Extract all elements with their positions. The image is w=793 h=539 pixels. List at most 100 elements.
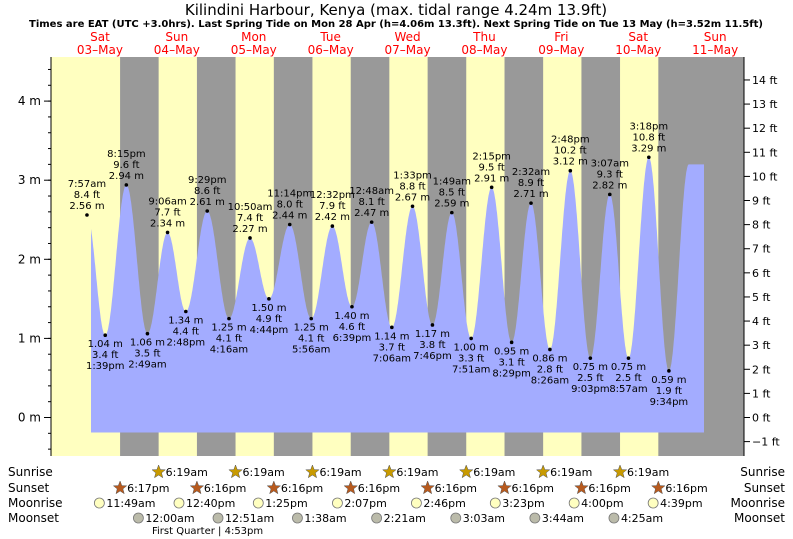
day-name-label: Thu — [472, 30, 496, 44]
right-tick-label: 13 ft — [752, 98, 778, 111]
day-name-label: Mon — [241, 30, 266, 44]
tide-time-label: 3:18pm — [630, 121, 669, 132]
day-date-label: 09–May — [538, 43, 584, 57]
tide-point — [450, 210, 454, 215]
tide-ft-label: 2.5 ft — [615, 373, 641, 384]
day-date-label: 10–May — [615, 43, 661, 57]
sunset-time: 6:17pm — [127, 482, 169, 495]
tide-time-label: 1:33pm — [393, 170, 432, 181]
sunset-time: 6:16pm — [358, 482, 400, 495]
sunset-icon — [497, 480, 512, 495]
tide-m-label: 0.95 m — [494, 346, 529, 357]
left-tick-label: 2 m — [18, 252, 41, 266]
sunset-time: 6:16pm — [281, 482, 323, 495]
moonrise-icon — [489, 497, 501, 509]
day-name-label: Wed — [394, 30, 420, 44]
sunset-time: 6:16pm — [512, 482, 554, 495]
tide-ft-label: 10.8 ft — [632, 132, 665, 143]
tide-m-label: 2.47 m — [354, 208, 389, 219]
moon-phase-label: First Quarter | 4:53pm — [152, 526, 263, 537]
sunset-icon — [420, 480, 435, 495]
tide-point — [85, 213, 89, 217]
tide-point — [287, 222, 292, 227]
moonset-icon — [292, 512, 303, 524]
moonset-icon — [450, 512, 462, 524]
sunset-time: 6:16pm — [665, 482, 707, 495]
moonrise-time: 1:25pm — [265, 497, 307, 510]
moonrise-time: 2:07pm — [344, 497, 386, 510]
tide-m-label: 2.44 m — [272, 210, 307, 221]
tide-point — [227, 316, 231, 321]
tide-ft-label: 10.2 ft — [554, 146, 587, 157]
tide-point — [124, 183, 129, 187]
moonset-icon — [212, 512, 224, 524]
right-tick-label: 0 ft — [752, 412, 771, 425]
tide-ft-label: 7.4 ft — [237, 213, 263, 224]
row-label-right: Moonset — [734, 511, 785, 525]
sunrise-icon — [305, 464, 320, 479]
tide-time-label: 2:32am — [512, 167, 550, 178]
tide-m-label: 2.59 m — [434, 199, 469, 210]
tide-time-label: 9:34pm — [650, 397, 689, 408]
tide-time-label: 7:51am — [452, 364, 490, 375]
tide-m-label: 1.25 m — [294, 323, 329, 334]
tide-ft-label: 8.8 ft — [399, 181, 425, 192]
tide-time-label: 10:50am — [228, 202, 273, 213]
sunset-icon — [266, 480, 282, 495]
sunset-icon — [651, 480, 666, 495]
sunrise-time: 6:19am — [396, 466, 438, 479]
tide-point — [369, 220, 374, 224]
moonset-icon — [529, 512, 541, 524]
tide-m-label: 2.56 m — [69, 201, 104, 212]
tide-point — [390, 325, 394, 330]
tide-m-label: 2.94 m — [109, 171, 144, 182]
tide-m-label: 2.27 m — [232, 224, 267, 235]
right-tick-label: 8 ft — [752, 219, 771, 232]
right-tick-label: 9 ft — [752, 195, 771, 208]
tide-ft-label: 8.9 ft — [518, 178, 544, 189]
moonset-icon — [132, 512, 144, 524]
tide-m-label: 0.75 m — [573, 362, 608, 373]
tide-ft-label: 4.1 ft — [298, 334, 324, 345]
tide-m-label: 1.00 m — [454, 342, 489, 353]
tide-time-label: 7:57am — [68, 179, 106, 190]
left-tick-label: 4 m — [18, 94, 41, 108]
tide-time-label: 2:49am — [128, 360, 166, 371]
sunrise-time: 6:19am — [627, 466, 669, 479]
sunrise-icon — [382, 464, 397, 479]
tide-ft-label: 2.8 ft — [537, 364, 563, 375]
sunset-time: 6:16pm — [204, 482, 246, 495]
day-date-label: 03–May — [77, 43, 123, 57]
chart-title: Kilindini Harbour, Kenya (max. tidal ran… — [185, 1, 607, 19]
day-name-label: Sun — [704, 30, 727, 44]
tide-point — [469, 336, 473, 341]
tide-time-label: 2:48pm — [551, 135, 590, 146]
tide-time-label: 12:48am — [349, 186, 394, 197]
moonset-time: 3:03am — [463, 512, 505, 525]
moonset-time: 1:38am — [304, 512, 346, 525]
moonrise-time: 4:00pm — [581, 497, 623, 510]
moonset-icon — [371, 512, 383, 524]
tide-point — [330, 224, 335, 228]
tide-ft-label: 8.0 ft — [277, 199, 303, 210]
right-tick-label: −1 ft — [752, 436, 780, 449]
tide-time-label: 3:07am — [591, 158, 629, 169]
tide-m-label: 2.61 m — [190, 197, 225, 208]
day-name-label: Sat — [628, 30, 648, 44]
day-labels: Sat03–MaySun04–MayMon05–MayTue06–MayWed0… — [77, 30, 738, 57]
sunrise-icon — [151, 464, 166, 479]
moonrise-time: 2:46pm — [423, 497, 465, 510]
tide-time-label: 1:39pm — [86, 361, 125, 372]
right-tick-label: 4 ft — [752, 315, 771, 328]
right-tick-label: 6 ft — [752, 267, 771, 280]
tide-ft-label: 2.5 ft — [577, 373, 603, 384]
right-tick-label: 7 ft — [752, 243, 771, 256]
moonrise-time: 11:49am — [106, 497, 155, 510]
tide-ft-label: 3.4 ft — [92, 350, 118, 361]
moonset-time: 12:00am — [145, 512, 194, 525]
tide-time-label: 8:29pm — [492, 368, 531, 379]
tide-ft-label: 4.9 ft — [256, 314, 282, 325]
row-label-right: Sunrise — [740, 465, 785, 479]
tide-point — [607, 192, 612, 197]
